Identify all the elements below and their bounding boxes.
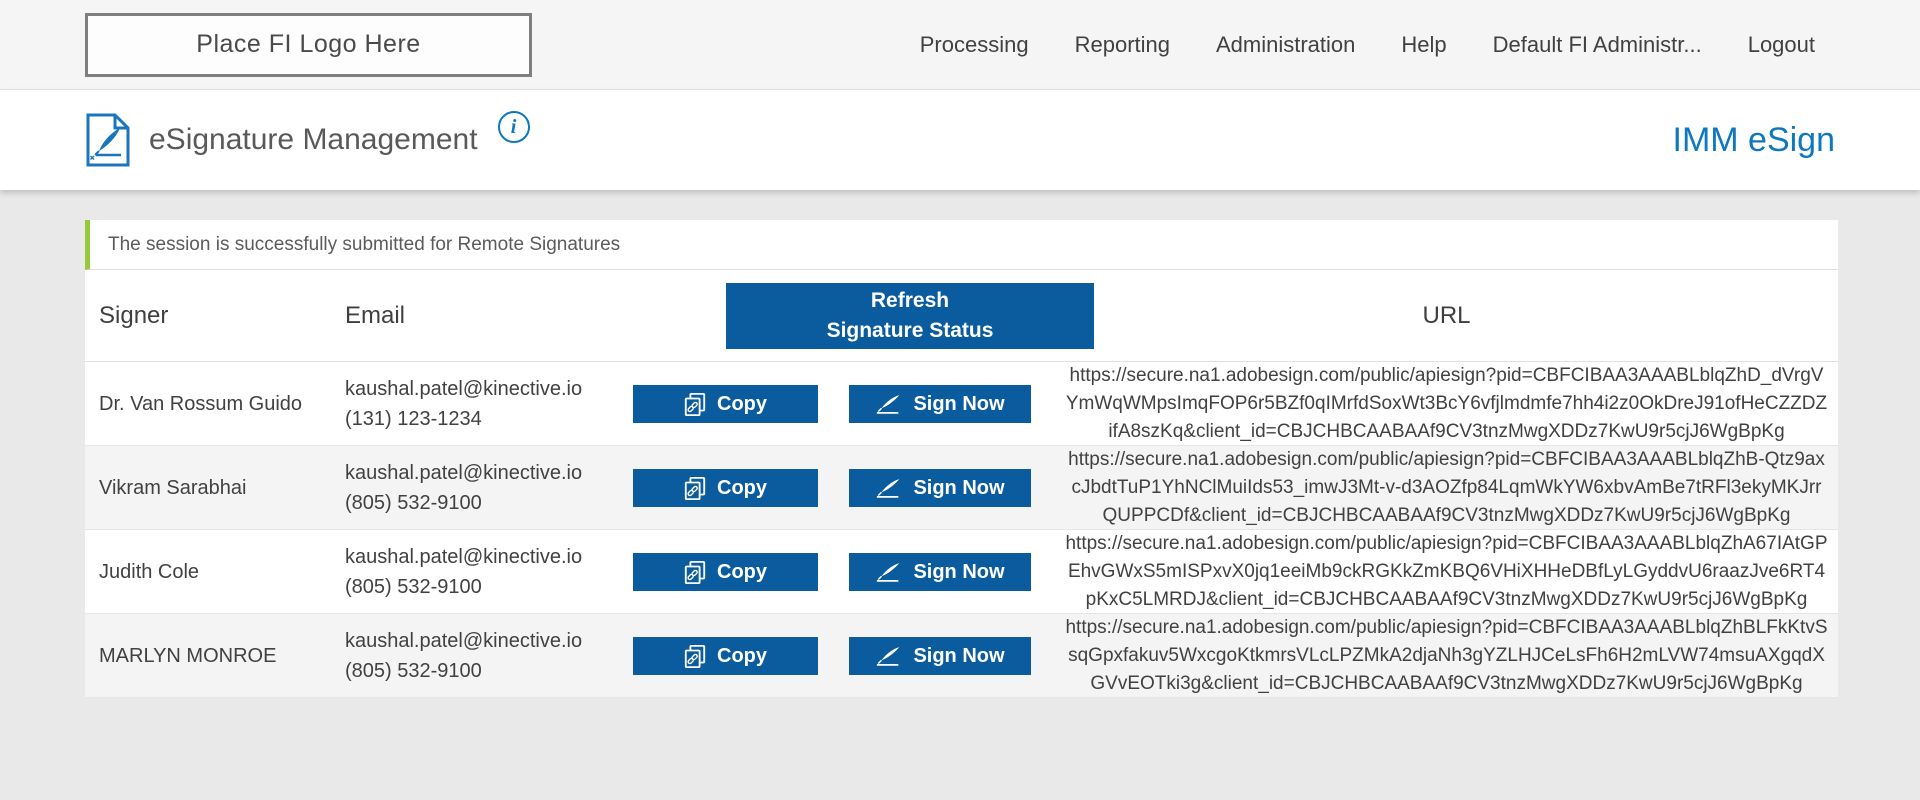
- column-header-url: URL: [1422, 301, 1471, 329]
- email-value: kaushal.patel@kinective.io: [345, 378, 583, 400]
- signing-url: https://secure.na1.adobesign.com/public/…: [1065, 365, 1828, 442]
- copy-link-icon: [684, 644, 706, 668]
- table-row: Vikram Sarabhai kaushal.patel@kinective.…: [85, 446, 1838, 530]
- sign-now-button[interactable]: Sign Now: [849, 385, 1031, 423]
- copy-link-icon: [684, 476, 706, 500]
- sign-now-button-label: Sign Now: [913, 644, 1005, 667]
- nav-item-help[interactable]: Help: [1401, 31, 1447, 57]
- content-panel: The session is successfully submitted fo…: [85, 220, 1838, 698]
- email-cell: kaushal.patel@kinective.io (805) 532-910…: [345, 626, 625, 686]
- copy-button-label: Copy: [717, 644, 767, 667]
- signer-name: Dr. Van Rossum Guido: [99, 392, 303, 415]
- nav-item-administration[interactable]: Administration: [1215, 31, 1356, 57]
- signer-name: MARLYN MONROE: [99, 644, 277, 667]
- sign-now-pen-icon: [877, 646, 900, 666]
- fi-logo-text: Place FI Logo Here: [196, 30, 421, 58]
- signing-url: https://secure.na1.adobesign.com/public/…: [1065, 533, 1828, 610]
- nav-item-processing[interactable]: Processing: [919, 31, 1029, 57]
- main-nav: Processing Reporting Administration Help…: [920, 32, 1815, 58]
- phone-value: (805) 532-9100: [345, 576, 482, 598]
- refresh-button-line1: Refresh: [870, 288, 950, 312]
- copy-button-label: Copy: [717, 392, 767, 415]
- sign-now-button[interactable]: Sign Now: [849, 637, 1031, 675]
- signing-url: https://secure.na1.adobesign.com/public/…: [1068, 449, 1825, 526]
- nav-item-user-menu[interactable]: Default FI Administr...: [1492, 31, 1702, 57]
- column-header-signer: Signer: [99, 301, 169, 329]
- sign-now-button-label: Sign Now: [913, 476, 1005, 499]
- copy-link-icon: [684, 560, 706, 584]
- email-value: kaushal.patel@kinective.io: [345, 546, 583, 568]
- top-bar: Place FI Logo Here Processing Reporting …: [0, 0, 1920, 90]
- email-cell: kaushal.patel@kinective.io (805) 532-910…: [345, 542, 625, 602]
- signer-name: Judith Cole: [99, 560, 200, 583]
- info-icon-glyph: i: [510, 115, 517, 138]
- copy-button-label: Copy: [717, 476, 767, 499]
- success-alert: The session is successfully submitted fo…: [85, 220, 1838, 270]
- copy-button[interactable]: Copy: [632, 637, 818, 675]
- table-row: Dr. Van Rossum Guido kaushal.patel@kinec…: [85, 362, 1838, 446]
- sign-now-pen-icon: [877, 394, 900, 414]
- sign-now-pen-icon: [877, 478, 900, 498]
- sign-now-pen-icon: [877, 562, 900, 582]
- copy-link-icon: [684, 392, 706, 416]
- copy-button[interactable]: Copy: [632, 469, 818, 507]
- nav-item-logout[interactable]: Logout: [1747, 31, 1815, 57]
- sign-now-button[interactable]: Sign Now: [849, 469, 1031, 507]
- copy-button-label: Copy: [717, 560, 767, 583]
- copy-button[interactable]: Copy: [632, 553, 818, 591]
- phone-value: (805) 532-9100: [345, 660, 482, 682]
- table-header-row: Signer Email Refresh Signature Status UR…: [85, 270, 1838, 362]
- email-cell: kaushal.patel@kinective.io (805) 532-910…: [345, 458, 625, 518]
- sign-now-button-label: Sign Now: [913, 560, 1005, 583]
- nav-item-reporting[interactable]: Reporting: [1074, 31, 1170, 57]
- copy-button[interactable]: Copy: [632, 385, 818, 423]
- page-header: eSignature Management i IMM eSign: [0, 90, 1920, 190]
- fi-logo-placeholder[interactable]: Place FI Logo Here: [85, 12, 532, 77]
- info-icon[interactable]: i: [497, 111, 530, 143]
- column-header-email: Email: [345, 301, 406, 329]
- phone-value: (805) 532-9100: [345, 492, 482, 514]
- table-row: MARLYN MONROE kaushal.patel@kinective.io…: [85, 614, 1838, 698]
- email-value: kaushal.patel@kinective.io: [345, 462, 583, 484]
- refresh-button-line2: Signature Status: [826, 318, 994, 342]
- signing-url: https://secure.na1.adobesign.com/public/…: [1065, 617, 1828, 694]
- signer-rows: Dr. Van Rossum Guido kaushal.patel@kinec…: [85, 362, 1838, 698]
- product-brand: IMM eSign: [1672, 120, 1836, 159]
- main-content: The session is successfully submitted fo…: [0, 190, 1920, 800]
- signer-name: Vikram Sarabhai: [99, 476, 247, 499]
- email-value: kaushal.patel@kinective.io: [345, 630, 583, 652]
- table-row: Judith Cole kaushal.patel@kinective.io (…: [85, 530, 1838, 614]
- phone-value: (131) 123-1234: [345, 408, 482, 430]
- email-cell: kaushal.patel@kinective.io (131) 123-123…: [345, 374, 625, 434]
- sign-now-button-label: Sign Now: [913, 392, 1005, 415]
- sign-now-button[interactable]: Sign Now: [849, 553, 1031, 591]
- refresh-signature-status-button[interactable]: Refresh Signature Status: [726, 282, 1094, 349]
- page-title: eSignature Management: [149, 123, 478, 156]
- success-alert-message: The session is successfully submitted fo…: [108, 233, 621, 255]
- esignature-document-icon: [86, 113, 130, 167]
